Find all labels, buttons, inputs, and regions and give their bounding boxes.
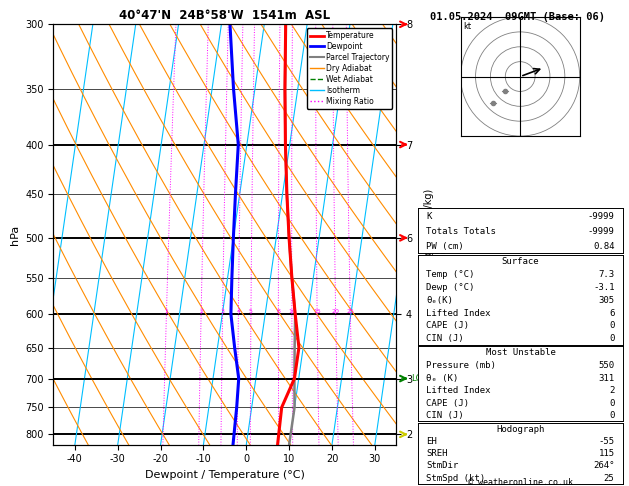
Text: Surface: Surface [502, 257, 539, 266]
Text: -9999: -9999 [587, 212, 615, 221]
Text: 305: 305 [598, 296, 615, 305]
Text: kt: kt [463, 22, 471, 31]
Text: CIN (J): CIN (J) [426, 334, 464, 343]
Text: Mixing Ratio (g/kg): Mixing Ratio (g/kg) [424, 189, 433, 280]
Text: Lifted Index: Lifted Index [426, 386, 491, 395]
Text: Lifted Index: Lifted Index [426, 309, 491, 318]
Text: 0: 0 [609, 411, 615, 420]
Text: SREH: SREH [426, 449, 448, 458]
Text: θₑ(K): θₑ(K) [426, 296, 454, 305]
Text: Totals Totals: Totals Totals [426, 227, 496, 236]
Text: 4: 4 [237, 310, 240, 314]
Text: Dewp (°C): Dewp (°C) [426, 283, 475, 292]
Text: 01.05.2024  09GMT (Base: 06): 01.05.2024 09GMT (Base: 06) [430, 12, 604, 22]
Text: LCL: LCL [411, 374, 426, 383]
Y-axis label: km
ASL: km ASL [428, 235, 447, 256]
Text: 115: 115 [598, 449, 615, 458]
Text: 7.3: 7.3 [598, 270, 615, 279]
Text: 6: 6 [609, 309, 615, 318]
Title: 40°47'N  24B°58'W  1541m  ASL: 40°47'N 24B°58'W 1541m ASL [120, 9, 330, 22]
Text: 0: 0 [609, 321, 615, 330]
Text: 20: 20 [331, 310, 340, 314]
Text: 3: 3 [221, 310, 225, 314]
Text: 25: 25 [347, 310, 354, 314]
Text: CIN (J): CIN (J) [426, 411, 464, 420]
Text: -3.1: -3.1 [593, 283, 615, 292]
Text: Most Unstable: Most Unstable [486, 348, 555, 357]
Text: 0: 0 [609, 334, 615, 343]
Text: StmSpd (kt): StmSpd (kt) [426, 473, 486, 483]
Text: 264°: 264° [593, 461, 615, 470]
Text: -55: -55 [598, 437, 615, 446]
Text: K: K [426, 212, 432, 221]
Text: StmDir: StmDir [426, 461, 459, 470]
Text: 2: 2 [609, 386, 615, 395]
Text: CAPE (J): CAPE (J) [426, 321, 469, 330]
Text: 0: 0 [609, 399, 615, 408]
Text: 15: 15 [313, 310, 321, 314]
Text: Temp (°C): Temp (°C) [426, 270, 475, 279]
Text: 10: 10 [288, 310, 296, 314]
Text: 1: 1 [164, 310, 169, 314]
Text: Hodograph: Hodograph [496, 425, 545, 434]
Text: 550: 550 [598, 361, 615, 370]
X-axis label: Dewpoint / Temperature (°C): Dewpoint / Temperature (°C) [145, 470, 305, 480]
Text: 0.84: 0.84 [593, 242, 615, 251]
Text: 25: 25 [604, 473, 615, 483]
Text: θₑ (K): θₑ (K) [426, 374, 459, 382]
Text: EH: EH [426, 437, 437, 446]
Legend: Temperature, Dewpoint, Parcel Trajectory, Dry Adiabat, Wet Adiabat, Isotherm, Mi: Temperature, Dewpoint, Parcel Trajectory… [307, 28, 392, 109]
Text: © weatheronline.co.uk: © weatheronline.co.uk [469, 478, 573, 486]
Text: -9999: -9999 [587, 227, 615, 236]
Text: 2: 2 [199, 310, 203, 314]
Text: 311: 311 [598, 374, 615, 382]
Text: CAPE (J): CAPE (J) [426, 399, 469, 408]
Text: 5: 5 [249, 310, 253, 314]
Text: 8: 8 [276, 310, 281, 314]
Y-axis label: hPa: hPa [9, 225, 19, 244]
Text: PW (cm): PW (cm) [426, 242, 464, 251]
Text: Pressure (mb): Pressure (mb) [426, 361, 496, 370]
